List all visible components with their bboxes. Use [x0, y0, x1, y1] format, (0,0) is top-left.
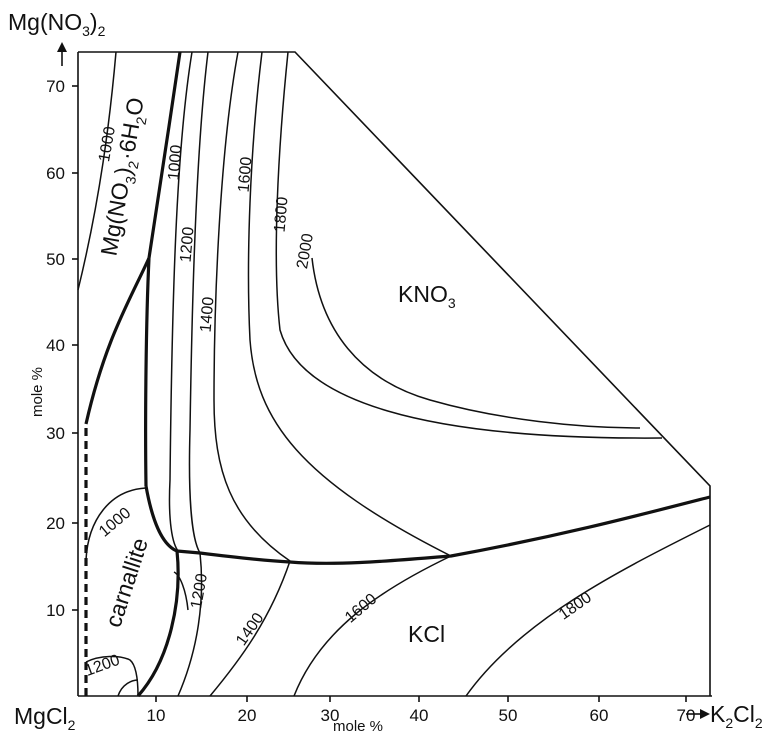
boundary-carnallite-top [144, 485, 178, 553]
isotherm-line [209, 560, 291, 697]
isotherm-label: 1200 [188, 572, 211, 610]
y-tick-label: 60 [46, 164, 65, 183]
x-tick-label: 40 [410, 706, 429, 725]
corner-label-k2cl2: K2Cl2 [710, 701, 763, 731]
y-tick-label: 10 [46, 601, 65, 620]
x-tick-label: 60 [590, 706, 609, 725]
boundary-kno3-kcl [176, 495, 711, 565]
y-axis-ticks: 10 20 30 40 50 60 70 [46, 77, 78, 620]
isotherm-line [293, 555, 452, 697]
isotherm-label: 1800 [556, 589, 595, 623]
isotherm-line [311, 257, 641, 429]
y-tick-label: 70 [46, 77, 65, 96]
x-axis-arrow-head [700, 709, 710, 719]
isotherm-label: 1600 [235, 156, 255, 193]
x-tick-label: 30 [321, 706, 340, 725]
boundary-hydrate-lower [84, 257, 151, 425]
isotherm-line [275, 51, 663, 439]
isotherm-line [188, 51, 209, 554]
isotherm-label: 1400 [233, 610, 267, 649]
isotherm-label: 1400 [197, 296, 217, 333]
x-axis-ticks: 10 20 30 40 50 60 70 [147, 696, 696, 725]
isotherm-label: 1600 [342, 591, 380, 627]
isotherm-line [247, 51, 452, 557]
x-tick-label: 50 [499, 706, 518, 725]
isotherm-line [213, 51, 291, 562]
isotherm-label: 1800 [271, 196, 291, 233]
isotherm-line [465, 524, 711, 697]
isotherm-labels: 1000 1000 1200 1400 1600 1800 2000 1000 … [83, 125, 595, 680]
phase-boundaries [84, 51, 711, 698]
isotherm-label: 2000 [294, 232, 317, 270]
isotherm-line [117, 679, 139, 697]
field-label-kcl: KCl [408, 621, 445, 647]
x-tick-label: 10 [147, 706, 166, 725]
isotherm-line [168, 51, 193, 553]
isotherm-label: 1000 [96, 125, 119, 163]
x-axis-label: mole % [333, 718, 383, 731]
diagram-outline [78, 51, 711, 696]
y-tick-label: 50 [46, 250, 65, 269]
isotherm-line [85, 655, 139, 697]
y-axis-arrow-head [57, 42, 67, 52]
y-tick-label: 20 [46, 514, 65, 533]
isotherm-line [173, 571, 189, 611]
isotherms [77, 51, 711, 697]
corner-label-mg-nitrate: Mg(NO3)2 [8, 9, 106, 39]
boundary-hydrate-upper [147, 51, 182, 259]
isotherm-label: 1000 [165, 144, 185, 181]
x-tick-label: 20 [238, 706, 257, 725]
field-label-mg-hydrate: Mg(NO3)2·6H2O [95, 95, 152, 258]
isotherm-line [85, 487, 147, 561]
field-label-carnallite: carnallite [100, 535, 153, 631]
isotherm-label: 1200 [177, 226, 197, 263]
isotherm-line [77, 51, 117, 291]
y-axis-label: mole % [29, 367, 46, 417]
boundary-hydrate-kno3 [144, 257, 151, 487]
y-tick-label: 30 [46, 424, 65, 443]
corner-label-mgcl2: MgCl2 [14, 703, 76, 731]
isotherm-label: 1200 [83, 652, 122, 680]
y-tick-label: 40 [46, 336, 65, 355]
boundary-carnallite-kcl [136, 550, 180, 698]
x-tick-label: 70 [677, 706, 696, 725]
isotherm-line [177, 552, 203, 697]
field-label-kno3: KNO3 [398, 281, 456, 311]
